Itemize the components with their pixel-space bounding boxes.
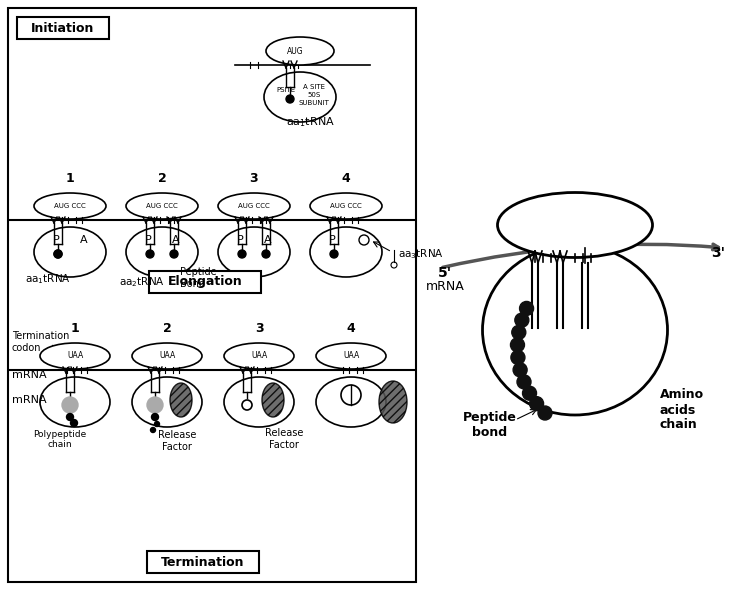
Text: 3: 3 bbox=[250, 172, 258, 185]
Text: A: A bbox=[80, 235, 88, 245]
Ellipse shape bbox=[266, 37, 334, 65]
Circle shape bbox=[517, 375, 531, 389]
Text: mRNA: mRNA bbox=[12, 370, 46, 380]
Ellipse shape bbox=[316, 343, 386, 369]
Circle shape bbox=[155, 421, 160, 427]
FancyBboxPatch shape bbox=[149, 271, 261, 293]
Text: aa$_2$tRNA: aa$_2$tRNA bbox=[119, 275, 165, 289]
Text: P: P bbox=[237, 235, 244, 245]
Text: AUG CCC: AUG CCC bbox=[54, 203, 86, 209]
Text: 3': 3' bbox=[711, 246, 725, 260]
FancyBboxPatch shape bbox=[147, 551, 259, 573]
Ellipse shape bbox=[34, 193, 106, 219]
Text: UAA: UAA bbox=[67, 352, 83, 360]
Text: Termination
codon: Termination codon bbox=[12, 331, 69, 353]
Text: AUG CCC: AUG CCC bbox=[238, 203, 270, 209]
Ellipse shape bbox=[379, 381, 407, 423]
Text: UAA: UAA bbox=[343, 352, 359, 360]
Ellipse shape bbox=[34, 227, 106, 277]
Text: SUBUNIT: SUBUNIT bbox=[299, 100, 330, 106]
Ellipse shape bbox=[170, 383, 192, 417]
Circle shape bbox=[152, 414, 158, 421]
Ellipse shape bbox=[218, 193, 290, 219]
Text: 4: 4 bbox=[347, 322, 355, 335]
Ellipse shape bbox=[126, 227, 198, 277]
Circle shape bbox=[523, 386, 537, 400]
Text: aa$_1$tRNA: aa$_1$tRNA bbox=[25, 272, 71, 286]
Text: mRNA: mRNA bbox=[12, 395, 46, 405]
Text: Peptide
bond: Peptide bond bbox=[463, 411, 517, 439]
Text: P: P bbox=[145, 235, 152, 245]
FancyBboxPatch shape bbox=[17, 17, 109, 39]
Ellipse shape bbox=[316, 377, 386, 427]
Circle shape bbox=[238, 250, 246, 258]
Text: Polypeptide
chain: Polypeptide chain bbox=[33, 430, 87, 450]
Circle shape bbox=[512, 325, 526, 339]
Ellipse shape bbox=[310, 193, 382, 219]
Text: AUG CCC: AUG CCC bbox=[146, 203, 178, 209]
Text: 2: 2 bbox=[163, 322, 171, 335]
Text: UAA: UAA bbox=[159, 352, 175, 360]
Text: 4: 4 bbox=[342, 172, 350, 185]
Text: aa$_3$tRNA: aa$_3$tRNA bbox=[398, 247, 444, 261]
Text: mRNA: mRNA bbox=[425, 280, 464, 293]
Ellipse shape bbox=[132, 377, 202, 427]
Text: 50S: 50S bbox=[308, 92, 321, 98]
Ellipse shape bbox=[262, 383, 284, 417]
Circle shape bbox=[513, 363, 527, 377]
Ellipse shape bbox=[218, 227, 290, 277]
Text: A SITE: A SITE bbox=[303, 84, 325, 90]
Circle shape bbox=[54, 250, 62, 258]
Text: 5': 5' bbox=[438, 266, 452, 280]
Text: 2: 2 bbox=[158, 172, 166, 185]
Circle shape bbox=[147, 397, 163, 413]
Text: Release
Factor: Release Factor bbox=[265, 428, 303, 450]
Text: AUG CCC: AUG CCC bbox=[330, 203, 362, 209]
Circle shape bbox=[146, 250, 154, 258]
Circle shape bbox=[262, 250, 270, 258]
Circle shape bbox=[71, 419, 77, 427]
Ellipse shape bbox=[310, 227, 382, 277]
Circle shape bbox=[62, 397, 78, 413]
Text: Peptide
Bond: Peptide Bond bbox=[180, 267, 216, 289]
Text: P: P bbox=[53, 235, 60, 245]
Text: PSITE: PSITE bbox=[277, 87, 296, 93]
Text: 1: 1 bbox=[66, 172, 74, 185]
Text: 3: 3 bbox=[255, 322, 263, 335]
Ellipse shape bbox=[224, 377, 294, 427]
Text: aa$_1$tRNA: aa$_1$tRNA bbox=[286, 115, 334, 129]
Text: AUG: AUG bbox=[287, 47, 303, 55]
Ellipse shape bbox=[132, 343, 202, 369]
Circle shape bbox=[538, 406, 552, 420]
Ellipse shape bbox=[126, 193, 198, 219]
Circle shape bbox=[530, 396, 544, 411]
Ellipse shape bbox=[264, 72, 336, 122]
Circle shape bbox=[150, 428, 155, 432]
Ellipse shape bbox=[224, 343, 294, 369]
Ellipse shape bbox=[483, 245, 668, 415]
Circle shape bbox=[511, 338, 525, 352]
Text: UAA: UAA bbox=[251, 352, 267, 360]
Bar bbox=[8, 8, 416, 582]
Text: Amino
acids
chain: Amino acids chain bbox=[660, 388, 704, 431]
Circle shape bbox=[66, 414, 74, 421]
Text: Termination: Termination bbox=[161, 556, 245, 569]
Ellipse shape bbox=[40, 343, 110, 369]
Text: A: A bbox=[172, 235, 180, 245]
Circle shape bbox=[511, 350, 525, 365]
Circle shape bbox=[170, 250, 178, 258]
Text: Release
Factor: Release Factor bbox=[158, 430, 197, 451]
Text: P: P bbox=[329, 235, 336, 245]
Text: A: A bbox=[264, 235, 272, 245]
Circle shape bbox=[515, 313, 529, 327]
Ellipse shape bbox=[40, 377, 110, 427]
Circle shape bbox=[520, 301, 534, 316]
Text: Initiation: Initiation bbox=[32, 21, 95, 34]
Ellipse shape bbox=[498, 192, 653, 257]
Circle shape bbox=[286, 95, 294, 103]
Text: 1: 1 bbox=[71, 322, 79, 335]
Text: Elongation: Elongation bbox=[168, 276, 242, 289]
Circle shape bbox=[330, 250, 338, 258]
